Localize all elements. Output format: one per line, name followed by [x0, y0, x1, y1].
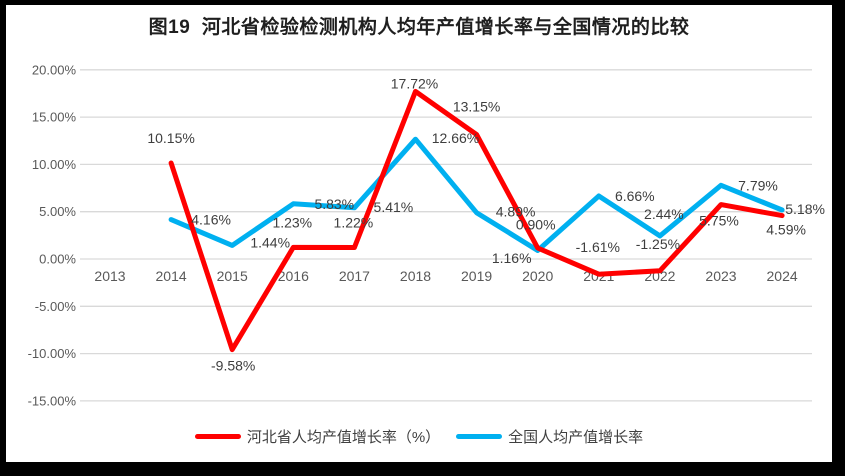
x-axis-tick-label: 2023: [705, 268, 736, 284]
data-label: 6.66%: [615, 188, 655, 204]
data-label: 4.16%: [191, 212, 231, 228]
y-axis-tick-label: 20.00%: [32, 62, 77, 77]
x-axis-tick-label: 2016: [278, 268, 309, 284]
x-axis-tick-label: 2024: [767, 268, 798, 284]
x-axis-tick-label: 2018: [400, 268, 431, 284]
series-line-hebei: [168, 88, 785, 353]
data-label: 10.15%: [147, 130, 194, 146]
data-label: 0.90%: [516, 217, 556, 233]
series-line-national: [168, 136, 785, 253]
data-label: 5.83%: [314, 196, 354, 212]
data-label: 4.59%: [766, 222, 806, 238]
x-axis-tick-label: 2014: [156, 268, 187, 284]
y-axis-tick-label: 0.00%: [39, 252, 76, 267]
data-label: 12.66%: [432, 130, 479, 146]
y-axis-tick-label: 10.00%: [32, 157, 77, 172]
legend-item-hebei: 河北省人均产值增长率（%）: [194, 426, 441, 447]
y-axis-tick-label: -15.00%: [28, 393, 77, 408]
national-line-swatch: [456, 434, 503, 439]
data-label: 4.89%: [496, 204, 536, 220]
x-axis-tick-label: 2013: [94, 268, 125, 284]
legend-label-national: 全国人均产值增长率: [508, 429, 644, 446]
hebei-line-swatch: [194, 434, 241, 439]
legend-label-hebei: 河北省人均产值增长率（%）: [246, 429, 441, 446]
data-label: 1.44%: [250, 234, 290, 250]
chart-title: 图19 河北省检验检测机构人均年产值增长率与全国情况的比较: [148, 17, 690, 38]
x-axis-tick-label: 2015: [217, 268, 248, 284]
y-axis-tick-label: 5.00%: [39, 204, 76, 219]
data-label: 5.18%: [785, 201, 825, 217]
data-label: 7.79%: [738, 177, 778, 193]
y-axis-tick-label: -10.00%: [28, 346, 77, 361]
data-label: 17.72%: [391, 75, 438, 91]
data-label: -9.58%: [211, 358, 255, 374]
y-axis-tick-label: 15.00%: [32, 110, 77, 125]
x-axis-tick-label: 2017: [339, 268, 370, 284]
legend-item-national: 全国人均产值增长率: [456, 426, 643, 447]
data-label: 2.44%: [644, 206, 684, 222]
x-axis-tick-label: 2019: [461, 268, 492, 284]
data-label: 5.75%: [699, 213, 739, 229]
data-label: 1.23%: [272, 214, 312, 230]
y-axis-tick-label: -5.00%: [35, 299, 77, 314]
data-label: -1.25%: [636, 236, 680, 252]
data-label: 13.15%: [453, 99, 500, 115]
data-label: 1.16%: [492, 250, 532, 266]
legend: 河北省人均产值增长率（%） 全国人均产值增长率: [6, 426, 832, 447]
data-label: -1.61%: [576, 239, 620, 255]
data-label: 1.22%: [334, 215, 374, 231]
data-label: 5.41%: [374, 199, 414, 215]
x-axis-tick-label: 2020: [522, 268, 553, 284]
